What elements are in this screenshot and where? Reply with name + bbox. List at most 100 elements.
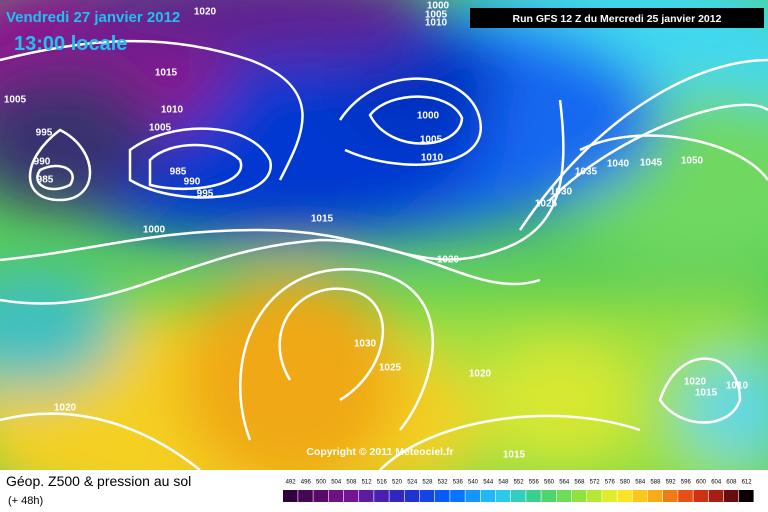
isobar-label: 1005	[149, 123, 172, 134]
legend-swatch	[495, 490, 511, 502]
isobar-label: 1030	[550, 187, 573, 198]
legend-swatch	[541, 490, 556, 502]
run-text: Run GFS 12 Z du Mercredi 25 janvier 2012	[513, 13, 722, 25]
isobar-label: 1020	[54, 403, 77, 414]
legend-label: 516	[377, 480, 388, 486]
isobar-label: 990	[34, 157, 51, 168]
legend: 492 496 500 504 508 512 516 520 524 528 532 536 540 5…	[283, 480, 754, 502]
legend-swatch	[435, 490, 450, 502]
legend-label: 592	[666, 480, 677, 486]
legend-label: 552	[514, 480, 525, 486]
legend-swatch	[663, 490, 678, 502]
isobar-label: 1010	[421, 153, 444, 164]
legend-swatch	[343, 490, 359, 502]
legend-swatch	[450, 490, 465, 502]
footer-title: Géop. Z500 & pression au sol	[6, 473, 191, 489]
legend-swatch	[678, 490, 693, 502]
legend-swatch	[647, 490, 663, 502]
legend-swatch	[313, 490, 328, 502]
legend-label: 568	[574, 480, 585, 486]
isobar-label: 1015	[695, 388, 718, 399]
legend-swatch	[328, 490, 344, 502]
isobar-label: 1020	[437, 255, 460, 266]
legend-label: 548	[498, 480, 509, 486]
legend-label: 564	[559, 480, 570, 486]
legend-label: 508	[346, 480, 357, 486]
legend-label: 608	[726, 480, 737, 486]
legend-swatch	[587, 490, 602, 502]
isobar-label: 1035	[575, 167, 598, 178]
legend-swatch	[632, 490, 648, 502]
legend-swatch	[602, 490, 617, 502]
isobar-label: 1000	[427, 1, 450, 12]
legend-label: 492	[286, 480, 297, 486]
legend-swatch	[404, 490, 420, 502]
isobar-label: 1010	[425, 18, 448, 29]
isobar-label: 1000	[143, 225, 166, 236]
copyright: Copyright © 2011 Meteociel.fr	[306, 446, 453, 458]
legend-swatch	[283, 490, 298, 502]
legend-label: 544	[483, 480, 494, 486]
legend-label: 504	[331, 480, 342, 486]
footer-lead: (+ 48h)	[8, 495, 43, 507]
legend-label: 584	[635, 480, 646, 486]
isobar-label: 1025	[535, 199, 558, 210]
isobar-label: 1020	[684, 377, 707, 388]
legend-swatch	[359, 490, 374, 502]
legend-label: 536	[453, 480, 464, 486]
isobar-label: 1005	[4, 95, 27, 106]
legend-swatch	[739, 490, 754, 502]
legend-label: 520	[392, 480, 403, 486]
run-box	[470, 8, 764, 28]
legend-label: 512	[362, 480, 373, 486]
legend-label: 560	[544, 480, 555, 486]
isobar-label: 1005	[425, 10, 448, 21]
legend-swatch	[465, 490, 480, 502]
isobar-label: 1015	[311, 214, 334, 225]
legend-swatch	[419, 490, 435, 502]
isobar-label: 1050	[681, 156, 704, 167]
legend-label: 604	[711, 480, 722, 486]
legend-swatch	[708, 490, 724, 502]
legend-swatch	[556, 490, 572, 502]
isobar-label: 1020	[194, 7, 217, 18]
isobar-label: 1010	[161, 105, 184, 116]
isobar-label: 995	[197, 189, 214, 200]
isobar-label: 1000	[417, 111, 440, 122]
isobar-label: 1015	[503, 450, 526, 461]
legend-label: 532	[438, 480, 449, 486]
legend-label: 576	[605, 480, 616, 486]
isobar-label: 995	[36, 128, 53, 139]
legend-label: 580	[620, 480, 631, 486]
legend-label: 528	[422, 480, 433, 486]
isobar-label: 985	[170, 167, 187, 178]
legend-swatch	[571, 490, 587, 502]
isobar-label: 985	[37, 175, 54, 186]
isobar-label: 1025	[379, 363, 402, 374]
label-layer: 1020100010051010101510051010100599510001…	[4, 1, 749, 461]
time-text: 13:00 locale	[14, 33, 127, 55]
isobar-label: 1010	[726, 381, 749, 392]
isobar-label: 1040	[607, 159, 630, 170]
legend-swatch	[298, 490, 313, 502]
legend-label: 600	[696, 480, 707, 486]
legend-label: 500	[316, 480, 327, 486]
isobar-label: 1005	[420, 135, 443, 146]
legend-swatch	[374, 490, 389, 502]
legend-label: 524	[407, 480, 418, 486]
isobar-label: 1045	[640, 158, 663, 169]
isobar-label: 1020	[469, 369, 492, 380]
legend-swatch	[526, 490, 541, 502]
legend-label: 572	[590, 480, 601, 486]
legend-swatch	[480, 490, 496, 502]
legend-swatch	[723, 490, 739, 502]
isobars	[0, 39, 768, 470]
isobar-label: 1015	[155, 68, 178, 79]
legend-swatch	[693, 490, 708, 502]
legend-swatch	[617, 490, 632, 502]
legend-label: 496	[301, 480, 312, 486]
isobar-label: 1030	[354, 339, 377, 350]
legend-label: 596	[681, 480, 692, 486]
